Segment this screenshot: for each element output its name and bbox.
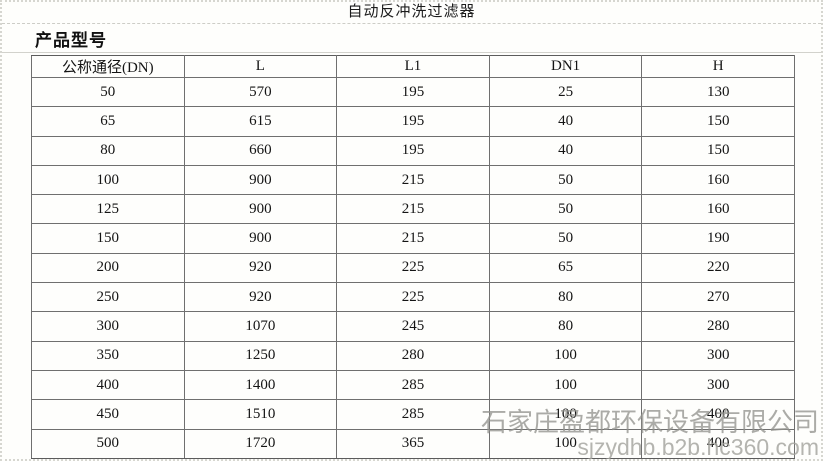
table-cell: 65: [488, 252, 643, 284]
table-row: 100 900 215 50 160: [31, 164, 795, 196]
table-cell: 1070: [183, 311, 338, 342]
table-cell: 660: [183, 135, 338, 166]
table-cell: 225: [336, 282, 490, 313]
table-cell: 215: [336, 164, 490, 196]
table-cell: 40: [488, 135, 643, 166]
section-title-text: 产品型号: [35, 30, 107, 50]
table-cell: 285: [336, 369, 490, 401]
table-cell: 920: [183, 252, 338, 284]
table-row: 50 570 195 25 130: [31, 76, 795, 108]
table-cell: 50: [488, 223, 643, 254]
table-row: 65 615 195 40 150: [31, 106, 795, 137]
table-cell: 195: [336, 106, 490, 137]
table-cell: 80: [31, 135, 185, 166]
table-cell: 215: [336, 223, 490, 254]
table-cell: 220: [641, 252, 795, 284]
table-cell: 920: [183, 282, 338, 313]
table-row: 350 1250 280 100 300: [31, 340, 795, 371]
table-cell: 195: [336, 135, 490, 166]
table-row: 300 1070 245 80 280: [31, 311, 795, 342]
column-header: L: [183, 55, 338, 78]
table-cell: 400: [641, 399, 795, 430]
table-cell: 150: [641, 135, 795, 166]
table-cell: 1720: [183, 428, 338, 459]
table-cell: 400: [31, 369, 185, 401]
table-cell: 280: [641, 311, 795, 342]
column-header: L1: [336, 55, 490, 78]
table-cell: 400: [641, 428, 795, 459]
table-cell: 190: [641, 223, 795, 254]
table-cell: 100: [31, 164, 185, 196]
table-cell: 80: [488, 282, 643, 313]
table-cell: 300: [641, 369, 795, 401]
table-cell: 500: [31, 428, 185, 459]
table-cell: 25: [488, 76, 643, 108]
table-cell: 40: [488, 106, 643, 137]
table-cell: 350: [31, 340, 185, 371]
table-row: 250 920 225 80 270: [31, 282, 795, 313]
table-cell: 900: [183, 164, 338, 196]
spec-table-head: 公称通径(DN) L L1 DN1 H: [31, 55, 795, 78]
table-cell: 100: [488, 428, 643, 459]
table-cell: 200: [31, 252, 185, 284]
table-cell: 160: [641, 194, 795, 225]
table-cell: 280: [336, 340, 490, 371]
table-cell: 80: [488, 311, 643, 342]
section-title: 产品型号: [2, 24, 821, 53]
table-cell: 50: [31, 76, 185, 108]
table-cell: 615: [183, 106, 338, 137]
table-cell: 900: [183, 194, 338, 225]
table-cell: 50: [488, 164, 643, 196]
table-row: 200 920 225 65 220: [31, 252, 795, 284]
table-cell: 900: [183, 223, 338, 254]
table-row: 150 900 215 50 190: [31, 223, 795, 254]
table-cell: 100: [488, 340, 643, 371]
spec-table-body: 50 570 195 25 130 65 615 195 40 150 80 660 195 40 150 1…: [31, 76, 795, 459]
table-cell: 245: [336, 311, 490, 342]
table-cell: 1250: [183, 340, 338, 371]
table-cell: 450: [31, 399, 185, 430]
table-cell: 225: [336, 252, 490, 284]
table-cell: 195: [336, 76, 490, 108]
page-title-text: 自动反冲洗过滤器: [347, 4, 476, 20]
table-row: 500 1720 365 100 400: [31, 428, 795, 459]
table-cell: 300: [641, 340, 795, 371]
column-header: 公称通径(DN): [31, 55, 185, 78]
table-row: 80 660 195 40 150: [31, 135, 795, 166]
table-row: 125 900 215 50 160: [31, 194, 795, 225]
table-cell: 215: [336, 194, 490, 225]
table-row: 400 1400 285 100 300: [31, 369, 795, 401]
table-cell: 130: [641, 76, 795, 108]
table-cell: 1400: [183, 369, 338, 401]
table-cell: 270: [641, 282, 795, 313]
table-row: 450 1510 285 100 400: [31, 399, 795, 430]
table-cell: 570: [183, 76, 338, 108]
table-cell: 300: [31, 311, 185, 342]
table-header-row: 公称通径(DN) L L1 DN1 H: [31, 55, 795, 78]
table-cell: 100: [488, 399, 643, 430]
table-cell: 100: [488, 369, 643, 401]
table-cell: 50: [488, 194, 643, 225]
table-cell: 65: [31, 106, 185, 137]
table-cell: 365: [336, 428, 490, 459]
spec-table: 公称通径(DN) L L1 DN1 H 50 570 195 25 130 65 615 195 40 1…: [31, 55, 795, 459]
page-title: 自动反冲洗过滤器: [2, 2, 821, 24]
table-cell: 285: [336, 399, 490, 430]
table-cell: 160: [641, 164, 795, 196]
table-cell: 125: [31, 194, 185, 225]
column-header: H: [641, 55, 795, 78]
column-header: DN1: [488, 55, 643, 78]
table-cell: 150: [641, 106, 795, 137]
table-cell: 250: [31, 282, 185, 313]
table-cell: 1510: [183, 399, 338, 430]
table-cell: 150: [31, 223, 185, 254]
